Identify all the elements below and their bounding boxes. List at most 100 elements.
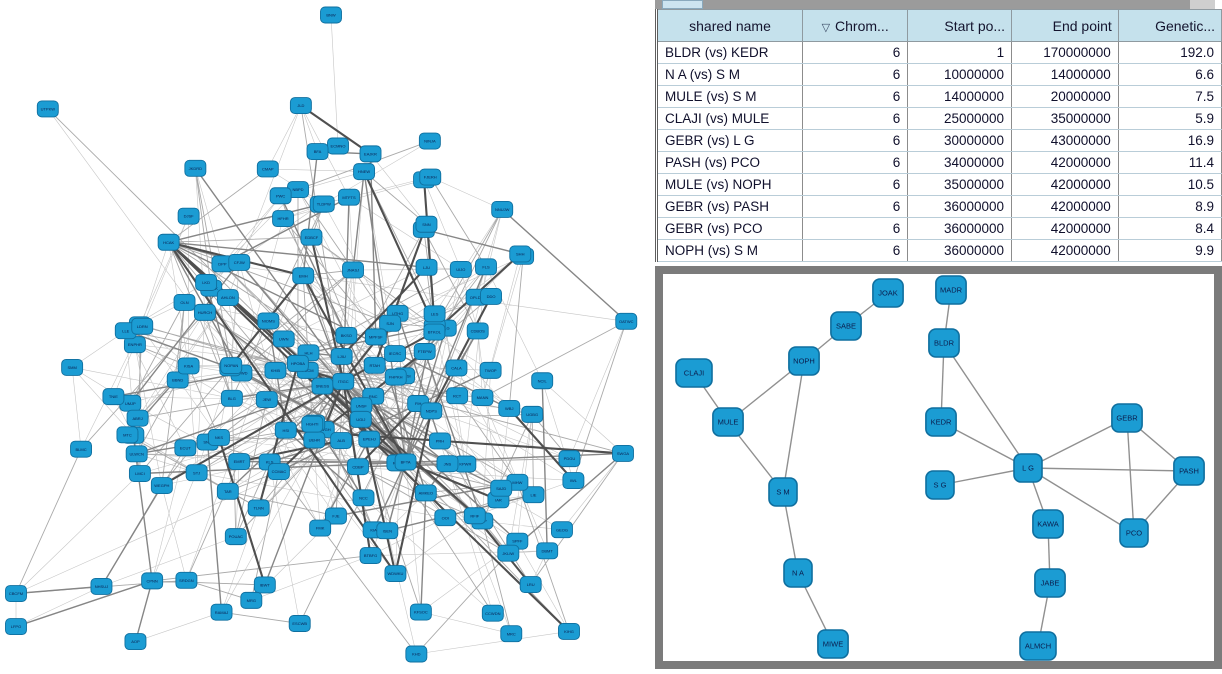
node-shape[interactable] [274, 421, 297, 439]
node-shape[interactable] [184, 159, 207, 177]
node[interactable]: HGHTI [301, 415, 324, 433]
node[interactable]: DBMT [536, 542, 559, 560]
node[interactable]: HCAK [157, 233, 180, 251]
table-cell[interactable]: 42000000 [1011, 239, 1119, 262]
node-shape[interactable] [1013, 453, 1043, 483]
node-shape[interactable] [1032, 509, 1064, 539]
node-shape[interactable] [420, 402, 443, 420]
network-node-NA[interactable]: N A [783, 558, 813, 588]
node[interactable]: EMRT [228, 453, 251, 471]
node-shape[interactable] [256, 160, 279, 178]
node-shape[interactable] [558, 450, 581, 468]
node[interactable]: NOPAN [220, 357, 243, 375]
table-cell[interactable]: 34000000 [907, 151, 1013, 174]
node-shape[interactable] [324, 507, 347, 525]
node-shape[interactable] [347, 458, 369, 476]
node[interactable]: OATWC [615, 312, 638, 330]
node-shape[interactable] [405, 645, 428, 663]
node-shape[interactable] [272, 330, 295, 348]
node[interactable]: SRDGN [175, 571, 198, 589]
node-shape[interactable] [289, 97, 312, 115]
node[interactable]: ITIGC [332, 372, 355, 390]
table-row[interactable]: MULE (vs) S M 6 14000000 20000000 7.5 [656, 85, 1222, 108]
node[interactable]: BFTA [394, 453, 417, 471]
node-shape[interactable] [935, 275, 967, 305]
node-shape[interactable] [272, 210, 295, 228]
table-cell[interactable]: 192.0 [1118, 41, 1222, 64]
node[interactable]: NKS [207, 429, 230, 446]
table-cell[interactable]: N A (vs) S M [656, 63, 803, 86]
node[interactable]: PRH [429, 432, 451, 450]
node[interactable]: AOP [124, 633, 147, 651]
node[interactable]: ISEN [376, 522, 399, 540]
network-node-SABE[interactable]: SABE [830, 311, 862, 341]
full-network-canvas[interactable]: BNWECMNOCBCFMEMHUPHLUMAKLSEAJKRLMCIIHWGH… [0, 0, 655, 669]
node[interactable]: IWL [562, 472, 585, 490]
node-shape[interactable] [177, 357, 200, 375]
node-shape[interactable] [359, 145, 382, 163]
table-cell[interactable]: 6 [802, 195, 909, 218]
table-cell[interactable]: CLAJI (vs) MULE [656, 107, 803, 130]
node[interactable]: GEOG [551, 521, 573, 539]
table-cell[interactable]: GEBR (vs) PCO [656, 217, 803, 240]
node[interactable]: HSI [274, 421, 297, 439]
node[interactable]: LES [423, 305, 446, 323]
node[interactable]: KFSOC [409, 603, 432, 621]
node-shape[interactable] [150, 477, 173, 494]
node[interactable]: FLS [475, 258, 497, 276]
column-header-4[interactable]: Genetic... [1117, 9, 1222, 42]
node-shape[interactable] [446, 387, 469, 405]
node[interactable]: BTKOL [423, 323, 446, 341]
node-shape[interactable] [423, 305, 446, 323]
table-cell[interactable]: 6 [802, 63, 909, 86]
node[interactable]: HFHR [272, 210, 295, 228]
edge-bundle-0[interactable] [15, 14, 627, 655]
network-node-MADR[interactable]: MADR [935, 275, 967, 305]
node-shape[interactable] [193, 303, 216, 321]
node-shape[interactable] [353, 163, 376, 181]
table-cell[interactable]: MULE (vs) NOPH [656, 173, 803, 196]
node-shape[interactable] [166, 371, 189, 389]
node-shape[interactable] [269, 187, 292, 205]
table-cell[interactable]: 1 [907, 41, 1013, 64]
node-shape[interactable] [177, 207, 200, 225]
node-shape[interactable] [224, 528, 247, 546]
column-header-2[interactable]: Start po... [907, 9, 1013, 42]
node[interactable]: CCWDN [481, 604, 504, 622]
node-shape[interactable] [436, 455, 459, 473]
node[interactable]: MRG [240, 591, 263, 609]
node-shape[interactable] [558, 622, 580, 640]
node[interactable]: TNIE [102, 388, 125, 406]
node[interactable]: JKDRD [184, 159, 207, 177]
node[interactable]: JNS [436, 455, 459, 473]
table-cell[interactable]: 14000000 [1011, 63, 1119, 86]
node-shape[interactable] [925, 407, 957, 437]
node[interactable]: RFIF [463, 507, 486, 525]
node-shape[interactable] [175, 571, 198, 589]
node[interactable]: BLMC [70, 440, 93, 458]
node[interactable]: BBND [166, 371, 189, 389]
table-row[interactable]: N A (vs) S M 6 10000000 14000000 6.6 [656, 63, 1222, 86]
table-cell[interactable]: 36000000 [907, 195, 1013, 218]
node-shape[interactable] [267, 463, 290, 481]
table-cell[interactable]: MULE (vs) S M [656, 85, 803, 108]
node[interactable]: MPFSF [364, 328, 387, 346]
node-shape[interactable] [70, 440, 93, 458]
node-shape[interactable] [415, 215, 438, 233]
node-shape[interactable] [413, 343, 436, 360]
node[interactable]: KHIB [264, 361, 287, 379]
node-shape[interactable] [536, 542, 559, 560]
node[interactable]: JNASJ [342, 261, 364, 279]
node-shape[interactable] [449, 260, 472, 278]
node-shape[interactable] [363, 356, 386, 374]
node[interactable]: JEW [255, 391, 278, 409]
node[interactable]: IBWT [253, 576, 276, 594]
node[interactable]: SAJD [490, 479, 513, 497]
table-cell[interactable]: 8.9 [1118, 195, 1222, 218]
table-cell[interactable]: 42000000 [1011, 173, 1119, 196]
table-cell[interactable]: 16.9 [1118, 129, 1222, 152]
node-shape[interactable] [817, 629, 849, 659]
node[interactable]: UIJO [449, 260, 472, 278]
node-shape[interactable] [342, 261, 364, 279]
node-shape[interactable] [872, 278, 904, 308]
